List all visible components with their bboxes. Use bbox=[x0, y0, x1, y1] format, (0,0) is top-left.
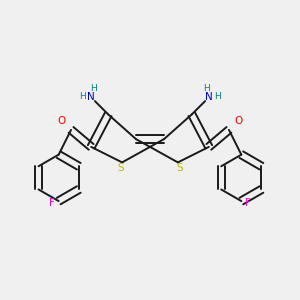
Text: O: O bbox=[58, 116, 66, 126]
Text: F: F bbox=[245, 198, 251, 208]
Text: O: O bbox=[234, 116, 242, 126]
Text: N: N bbox=[205, 92, 213, 102]
Text: H: H bbox=[204, 84, 210, 93]
Text: H: H bbox=[214, 92, 221, 100]
Text: S: S bbox=[117, 163, 124, 173]
Text: H: H bbox=[90, 84, 96, 93]
Text: H: H bbox=[79, 92, 86, 100]
Text: F: F bbox=[49, 198, 55, 208]
Text: S: S bbox=[176, 163, 183, 173]
Text: N: N bbox=[87, 92, 95, 102]
